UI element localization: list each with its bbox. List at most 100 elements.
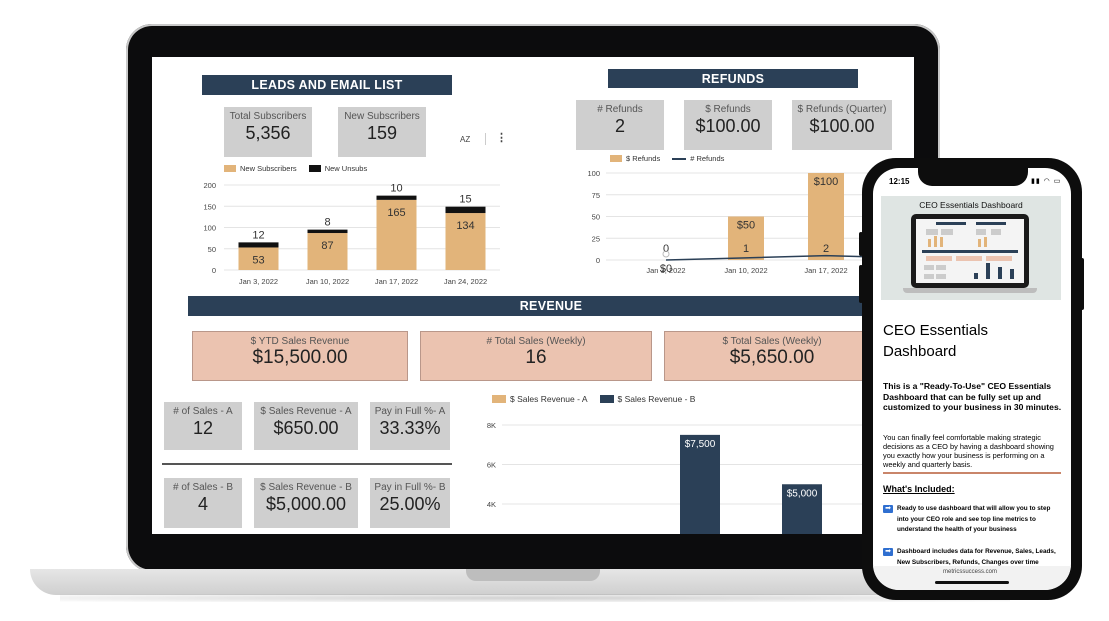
phone-notch <box>918 164 1028 186</box>
data-label: 165 <box>387 207 405 219</box>
bar-new-unsubs <box>238 242 279 248</box>
y-tick-label: 150 <box>203 202 216 211</box>
x-tick-label: Jan 3, 2022 <box>646 266 685 275</box>
kpi-label: $ Sales Revenue - B <box>260 482 352 493</box>
bar-refunds-amount <box>808 173 844 260</box>
kpi-label: $ Refunds <box>705 104 751 115</box>
y-tick-label: 75 <box>592 191 600 200</box>
kpi-refunds-quarter: $ Refunds (Quarter) $100.00 <box>792 100 892 150</box>
legend-label: $ Sales Revenue - B <box>617 394 696 404</box>
kpi-value: $5,000.00 <box>265 494 347 514</box>
banner-title: CEO Essentials Dashboard <box>919 200 1023 210</box>
kpi-value: $5,650.00 <box>729 347 815 368</box>
y-tick-label: 8K <box>487 421 496 430</box>
kpi-value: 4 <box>197 494 208 514</box>
browser-bar <box>873 566 1071 590</box>
kpi-label: Total Subscribers <box>229 111 307 122</box>
refunds-header: REFUNDS <box>608 69 858 88</box>
x-tick-label: Jan 10, 2022 <box>724 266 767 275</box>
kpi-label: # of Sales - B <box>172 482 234 493</box>
refunds-chart: 0 25 50 75 100 $0 0 Jan 3, 2022 $50 1 Jan 10, 2022… <box>587 169 914 275</box>
kpi-sales-count-b: # of Sales - B 4 <box>164 478 242 528</box>
legend-swatch-new-unsubs <box>308 165 321 172</box>
y-tick-label: 0 <box>596 256 600 265</box>
legend-swatch-new-subscribers <box>224 165 236 172</box>
kpi-value: 16 <box>525 347 547 368</box>
kpi-value: 12 <box>192 418 214 438</box>
leads-header: LEADS AND EMAIL LIST <box>202 75 452 95</box>
status-time: 12:15 <box>889 177 910 186</box>
y-tick-label: 50 <box>208 245 216 254</box>
section-divider <box>162 463 452 465</box>
legend-label: $ Refunds <box>626 154 661 163</box>
y-tick-label: 6K <box>487 461 496 470</box>
legend-swatch-sales-a <box>492 395 506 403</box>
status-icons: ▮▮ ◠ ▭ <box>1031 178 1062 185</box>
kpi-value: $650.00 <box>273 418 339 438</box>
bar-new-unsubs <box>445 206 486 214</box>
arrow-right-icon: ➡ <box>883 548 893 556</box>
kpi-pay-in-full-b: Pay in Full %- B 25.00% <box>370 478 450 528</box>
product-body: You can finally feel comfortable making … <box>883 433 1054 469</box>
product-title: CEO Essentials Dashboard <box>883 322 989 360</box>
bar-new-subscribers <box>307 233 348 270</box>
kpi-ytd-sales-revenue: $ YTD Sales Revenue $15,500.00 <box>192 331 408 381</box>
laptop-base-notch <box>466 569 600 581</box>
more-vert-icon[interactable]: ⋮ <box>496 132 507 144</box>
kpi-new-subscribers: New Subscribers 159 <box>338 107 426 157</box>
bar-new-unsubs <box>376 195 417 200</box>
data-label: 134 <box>456 220 474 232</box>
kpi-label: # Refunds <box>597 104 643 115</box>
data-label: $100 <box>814 176 838 188</box>
data-label: $50 <box>737 220 755 232</box>
home-indicator <box>935 581 1009 584</box>
legend-swatch-refunds-count <box>672 157 687 160</box>
revenue-chart: 2K4K6K8K$350$1,500$500$7,500$650$5,000$5… <box>487 421 914 534</box>
revenue-header: REVENUE <box>188 296 914 316</box>
sort-az-icon[interactable]: AZ <box>460 135 471 144</box>
data-label: 1 <box>743 243 749 255</box>
y-tick-label: 100 <box>587 169 600 178</box>
y-tick-label: 50 <box>592 213 600 222</box>
kpi-total-sales-weekly: # Total Sales (Weekly) 16 <box>420 331 652 381</box>
leads-chart: 0 50 100 150 200 53 12 Jan 3, 2022 87 8 Jan 10, 20… <box>203 181 500 286</box>
bar-refunds-amount <box>728 216 764 260</box>
kpi-value: 159 <box>366 123 398 143</box>
laptop-shadow <box>60 594 1010 602</box>
kpi-label: $ Refunds (Quarter) <box>797 104 887 115</box>
content-divider <box>883 472 1061 474</box>
kpi-refunds-count: # Refunds 2 <box>576 100 664 150</box>
bar-new-subscribers <box>238 247 279 270</box>
data-label: 0 <box>663 243 669 255</box>
line-point-marker <box>662 250 670 258</box>
legend-label: New Unsubs <box>324 164 368 173</box>
x-tick-label: Jan 17, 2022 <box>804 266 847 275</box>
data-label: $5,000 <box>787 488 818 499</box>
y-tick-label: 200 <box>203 181 216 190</box>
legend-swatch-refunds-amount <box>610 155 622 162</box>
kpi-sales-count-a: # of Sales - A 12 <box>164 402 242 450</box>
kpi-value: 33.33% <box>379 418 441 438</box>
url-text[interactable]: metricssuccess.com <box>943 569 998 575</box>
kpi-label: # Total Sales (Weekly) <box>486 336 586 347</box>
data-label: 10 <box>390 183 402 195</box>
bar-sales-revenue-b <box>680 434 720 534</box>
kpi-refunds-amount: $ Refunds $100.00 <box>684 100 772 150</box>
legend-label: $ Sales Revenue - A <box>510 394 588 404</box>
y-tick-label: 100 <box>203 224 216 233</box>
phone-volume-button <box>859 232 863 256</box>
y-tick-label: 4K <box>487 500 496 509</box>
included-item: Ready to use dashboard that will allow y… <box>897 505 1051 533</box>
data-label: 8 <box>324 217 330 229</box>
legend-label: # Refunds <box>690 154 725 163</box>
data-label: 53 <box>252 254 264 266</box>
kpi-label: $ Total Sales (Weekly) <box>722 336 822 347</box>
kpi-label: # of Sales - A <box>173 406 233 417</box>
kpi-sales-revenue-a: $ Sales Revenue - A $650.00 <box>254 402 358 450</box>
kpi-value: 2 <box>614 116 625 136</box>
leads-legend: New Subscribers New Unsubs <box>224 164 367 173</box>
kpi-total-sales-amount-weekly: $ Total Sales (Weekly) $5,650.00 <box>664 331 880 381</box>
kpi-value: 5,356 <box>245 123 291 143</box>
kpi-label: Pay in Full %- B <box>374 482 446 493</box>
legend-swatch-sales-b <box>599 395 614 403</box>
